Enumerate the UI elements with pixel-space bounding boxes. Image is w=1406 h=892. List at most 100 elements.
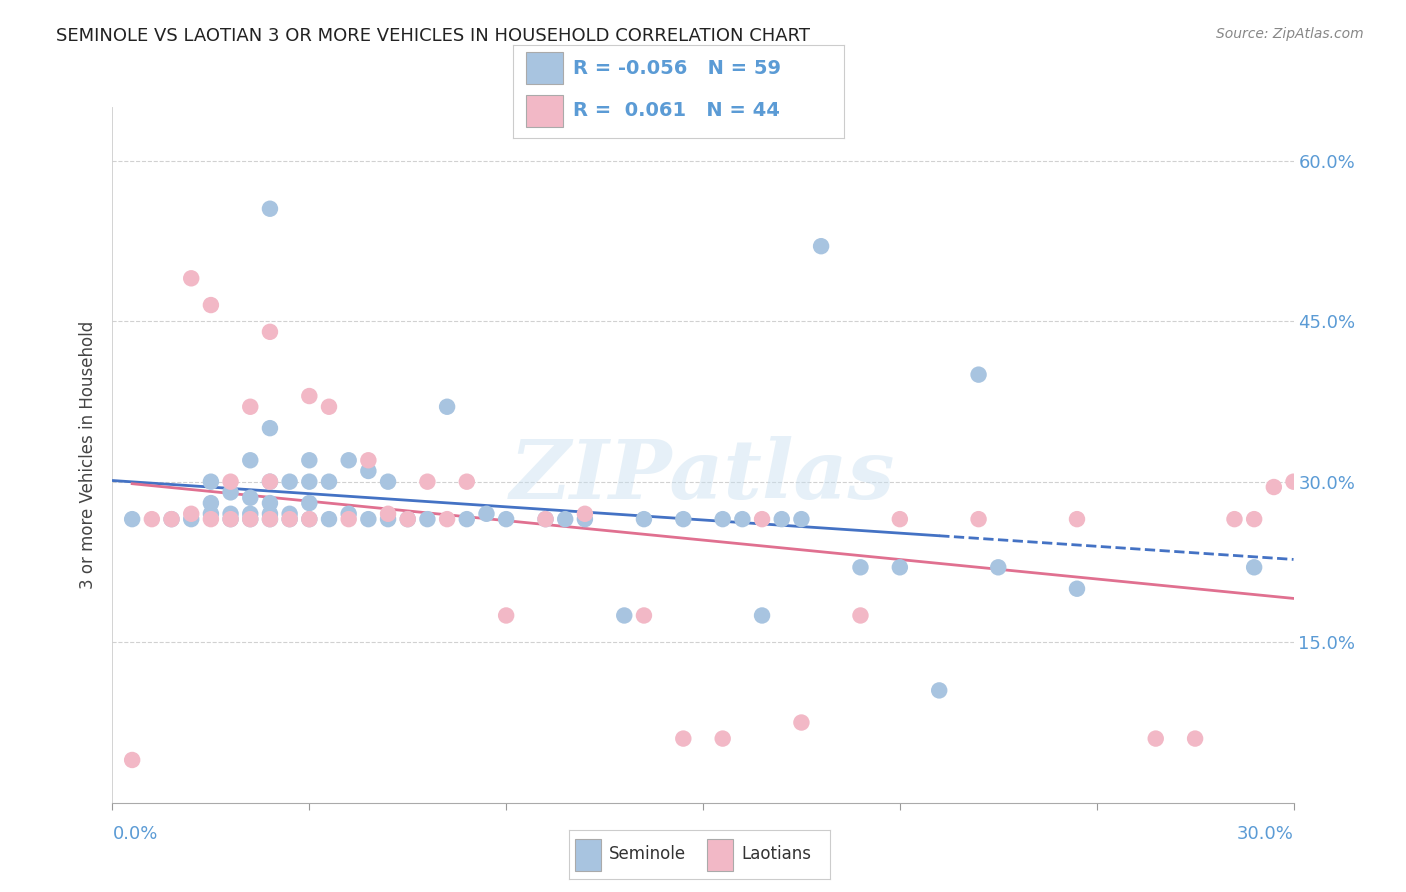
Point xyxy=(160,512,183,526)
Point xyxy=(200,298,222,312)
Point xyxy=(259,512,281,526)
Point xyxy=(849,608,872,623)
Text: R = -0.056   N = 59: R = -0.056 N = 59 xyxy=(572,59,780,78)
Point xyxy=(1243,512,1265,526)
Point xyxy=(456,475,478,489)
Point xyxy=(239,400,262,414)
Point xyxy=(259,475,281,489)
Point xyxy=(1282,475,1305,489)
Text: Seminole: Seminole xyxy=(609,845,686,863)
Point xyxy=(180,271,202,285)
Point xyxy=(219,512,242,526)
Point xyxy=(239,512,262,526)
Point xyxy=(180,507,202,521)
Point xyxy=(121,512,143,526)
Point xyxy=(633,512,655,526)
Point xyxy=(278,507,301,521)
Point xyxy=(436,512,458,526)
Point xyxy=(219,475,242,489)
Point xyxy=(416,512,439,526)
Point xyxy=(219,512,242,526)
Bar xyxy=(707,839,734,871)
Point xyxy=(987,560,1010,574)
Point xyxy=(436,400,458,414)
Point xyxy=(534,512,557,526)
Point xyxy=(239,507,262,521)
Point xyxy=(298,453,321,467)
Point xyxy=(928,683,950,698)
Point xyxy=(790,715,813,730)
Point xyxy=(259,475,281,489)
Point xyxy=(121,753,143,767)
Point xyxy=(574,507,596,521)
Text: R =  0.061   N = 44: R = 0.061 N = 44 xyxy=(572,101,779,120)
Point xyxy=(219,507,242,521)
Point xyxy=(1184,731,1206,746)
Text: 30.0%: 30.0% xyxy=(1237,825,1294,843)
Point xyxy=(849,560,872,574)
Point xyxy=(259,507,281,521)
Point xyxy=(259,421,281,435)
Point xyxy=(377,507,399,521)
Point xyxy=(534,512,557,526)
Text: Source: ZipAtlas.com: Source: ZipAtlas.com xyxy=(1216,27,1364,41)
Point xyxy=(180,512,202,526)
Point xyxy=(141,512,163,526)
Point xyxy=(357,464,380,478)
Point xyxy=(810,239,832,253)
Point xyxy=(633,608,655,623)
Point xyxy=(278,475,301,489)
Point xyxy=(1144,731,1167,746)
Point xyxy=(357,453,380,467)
Point xyxy=(711,512,734,526)
Point xyxy=(396,512,419,526)
Point xyxy=(239,491,262,505)
Point xyxy=(239,453,262,467)
Point xyxy=(790,512,813,526)
Point xyxy=(298,475,321,489)
Point xyxy=(1263,480,1285,494)
Point xyxy=(200,475,222,489)
Point xyxy=(337,512,360,526)
Point xyxy=(751,608,773,623)
Point xyxy=(278,512,301,526)
Point xyxy=(377,475,399,489)
Point xyxy=(200,496,222,510)
Point xyxy=(377,512,399,526)
Point xyxy=(259,325,281,339)
Point xyxy=(200,512,222,526)
Point xyxy=(298,512,321,526)
Point xyxy=(416,475,439,489)
Point xyxy=(456,512,478,526)
Point xyxy=(239,512,262,526)
Point xyxy=(613,608,636,623)
Point xyxy=(219,485,242,500)
Point xyxy=(200,507,222,521)
Point xyxy=(495,608,517,623)
Point xyxy=(672,512,695,526)
Point xyxy=(574,512,596,526)
Point xyxy=(259,496,281,510)
Text: ZIPatlas: ZIPatlas xyxy=(510,436,896,516)
Y-axis label: 3 or more Vehicles in Household: 3 or more Vehicles in Household xyxy=(79,321,97,589)
Point xyxy=(1066,582,1088,596)
Point xyxy=(318,512,340,526)
Point xyxy=(1066,512,1088,526)
Point xyxy=(337,453,360,467)
Point xyxy=(1243,560,1265,574)
Point xyxy=(259,202,281,216)
Point xyxy=(259,512,281,526)
Text: SEMINOLE VS LAOTIAN 3 OR MORE VEHICLES IN HOUSEHOLD CORRELATION CHART: SEMINOLE VS LAOTIAN 3 OR MORE VEHICLES I… xyxy=(56,27,810,45)
Point xyxy=(967,512,990,526)
Point xyxy=(298,512,321,526)
Point xyxy=(298,389,321,403)
Point xyxy=(298,496,321,510)
Point xyxy=(731,512,754,526)
Text: Laotians: Laotians xyxy=(741,845,811,863)
Point xyxy=(318,475,340,489)
Bar xyxy=(526,95,562,127)
Point xyxy=(711,731,734,746)
Point xyxy=(1302,512,1324,526)
Point xyxy=(751,512,773,526)
Point xyxy=(889,560,911,574)
